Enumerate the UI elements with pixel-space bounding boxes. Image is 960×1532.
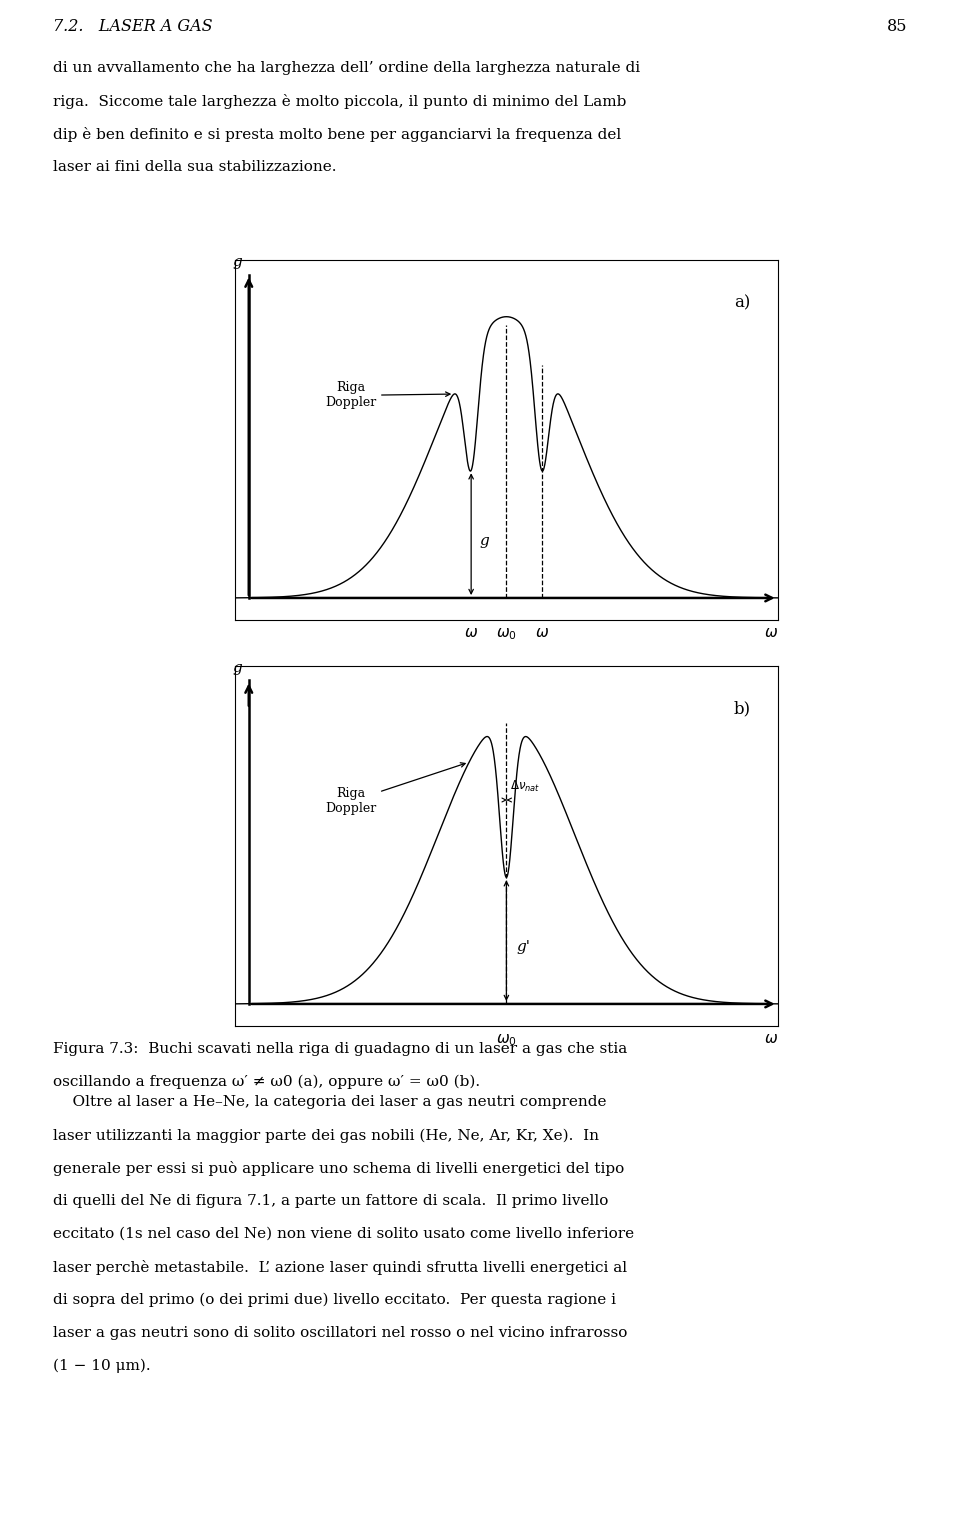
Text: (1 − 10 μm).: (1 − 10 μm). xyxy=(53,1359,151,1373)
Text: oscillando a frequenza ω′ ≠ ω0 (a), oppure ω′ = ω0 (b).: oscillando a frequenza ω′ ≠ ω0 (a), oppu… xyxy=(53,1075,480,1089)
Text: $\Delta\nu_{nat}$: $\Delta\nu_{nat}$ xyxy=(511,780,540,795)
Text: $\omega_0$: $\omega_0$ xyxy=(496,1033,516,1048)
Text: dip è ben definito e si presta molto bene per agganciarvi la frequenza del: dip è ben definito e si presta molto ben… xyxy=(53,127,621,142)
Text: g: g xyxy=(479,533,489,547)
Text: g': g' xyxy=(516,941,531,954)
Text: $\omega$: $\omega$ xyxy=(535,627,549,640)
Text: Riga
Doppler: Riga Doppler xyxy=(324,381,450,409)
Text: 7.2.   LASER A GAS: 7.2. LASER A GAS xyxy=(53,18,212,35)
Text: riga.  Siccome tale larghezza è molto piccola, il punto di minimo del Lamb: riga. Siccome tale larghezza è molto pic… xyxy=(53,95,626,109)
Text: generale per essi si può applicare uno schema di livelli energetici del tipo: generale per essi si può applicare uno s… xyxy=(53,1161,624,1177)
Text: laser ai fini della sua stabilizzazione.: laser ai fini della sua stabilizzazione. xyxy=(53,161,336,175)
Text: eccitato (1s nel caso del Ne) non viene di solito usato come livello inferiore: eccitato (1s nel caso del Ne) non viene … xyxy=(53,1227,634,1241)
Text: laser utilizzanti la maggior parte dei gas nobili (He, Ne, Ar, Kr, Xe).  In: laser utilizzanti la maggior parte dei g… xyxy=(53,1128,599,1143)
Text: $\omega_0$: $\omega_0$ xyxy=(496,627,516,642)
Text: b): b) xyxy=(733,700,751,717)
Text: $\omega$: $\omega$ xyxy=(764,627,778,640)
Text: di sopra del primo (o dei primi due) livello eccitato.  Per questa ragione i: di sopra del primo (o dei primi due) liv… xyxy=(53,1293,615,1307)
Text: a): a) xyxy=(734,294,751,311)
Text: g: g xyxy=(232,254,242,270)
Text: $\omega$: $\omega$ xyxy=(464,627,478,640)
Text: $\omega$: $\omega$ xyxy=(764,1033,778,1046)
Text: Oltre al laser a He–Ne, la categoria dei laser a gas neutri comprende: Oltre al laser a He–Ne, la categoria dei… xyxy=(53,1095,607,1109)
Text: laser perchè metastabile.  L’ azione laser quindi sfrutta livelli energetici al: laser perchè metastabile. L’ azione lase… xyxy=(53,1259,627,1275)
Text: Figura 7.3:  Buchi scavati nella riga di guadagno di un laser a gas che stia: Figura 7.3: Buchi scavati nella riga di … xyxy=(53,1042,627,1056)
Text: g: g xyxy=(232,660,242,676)
Text: di un avvallamento che ha larghezza dell’ ordine della larghezza naturale di: di un avvallamento che ha larghezza dell… xyxy=(53,61,640,75)
Text: 85: 85 xyxy=(887,18,907,35)
Text: di quelli del Ne di figura 7.1, a parte un fattore di scala.  Il primo livello: di quelli del Ne di figura 7.1, a parte … xyxy=(53,1195,609,1209)
Text: Riga
Doppler: Riga Doppler xyxy=(324,763,466,815)
Text: laser a gas neutri sono di solito oscillatori nel rosso o nel vicino infrarosso: laser a gas neutri sono di solito oscill… xyxy=(53,1327,627,1340)
